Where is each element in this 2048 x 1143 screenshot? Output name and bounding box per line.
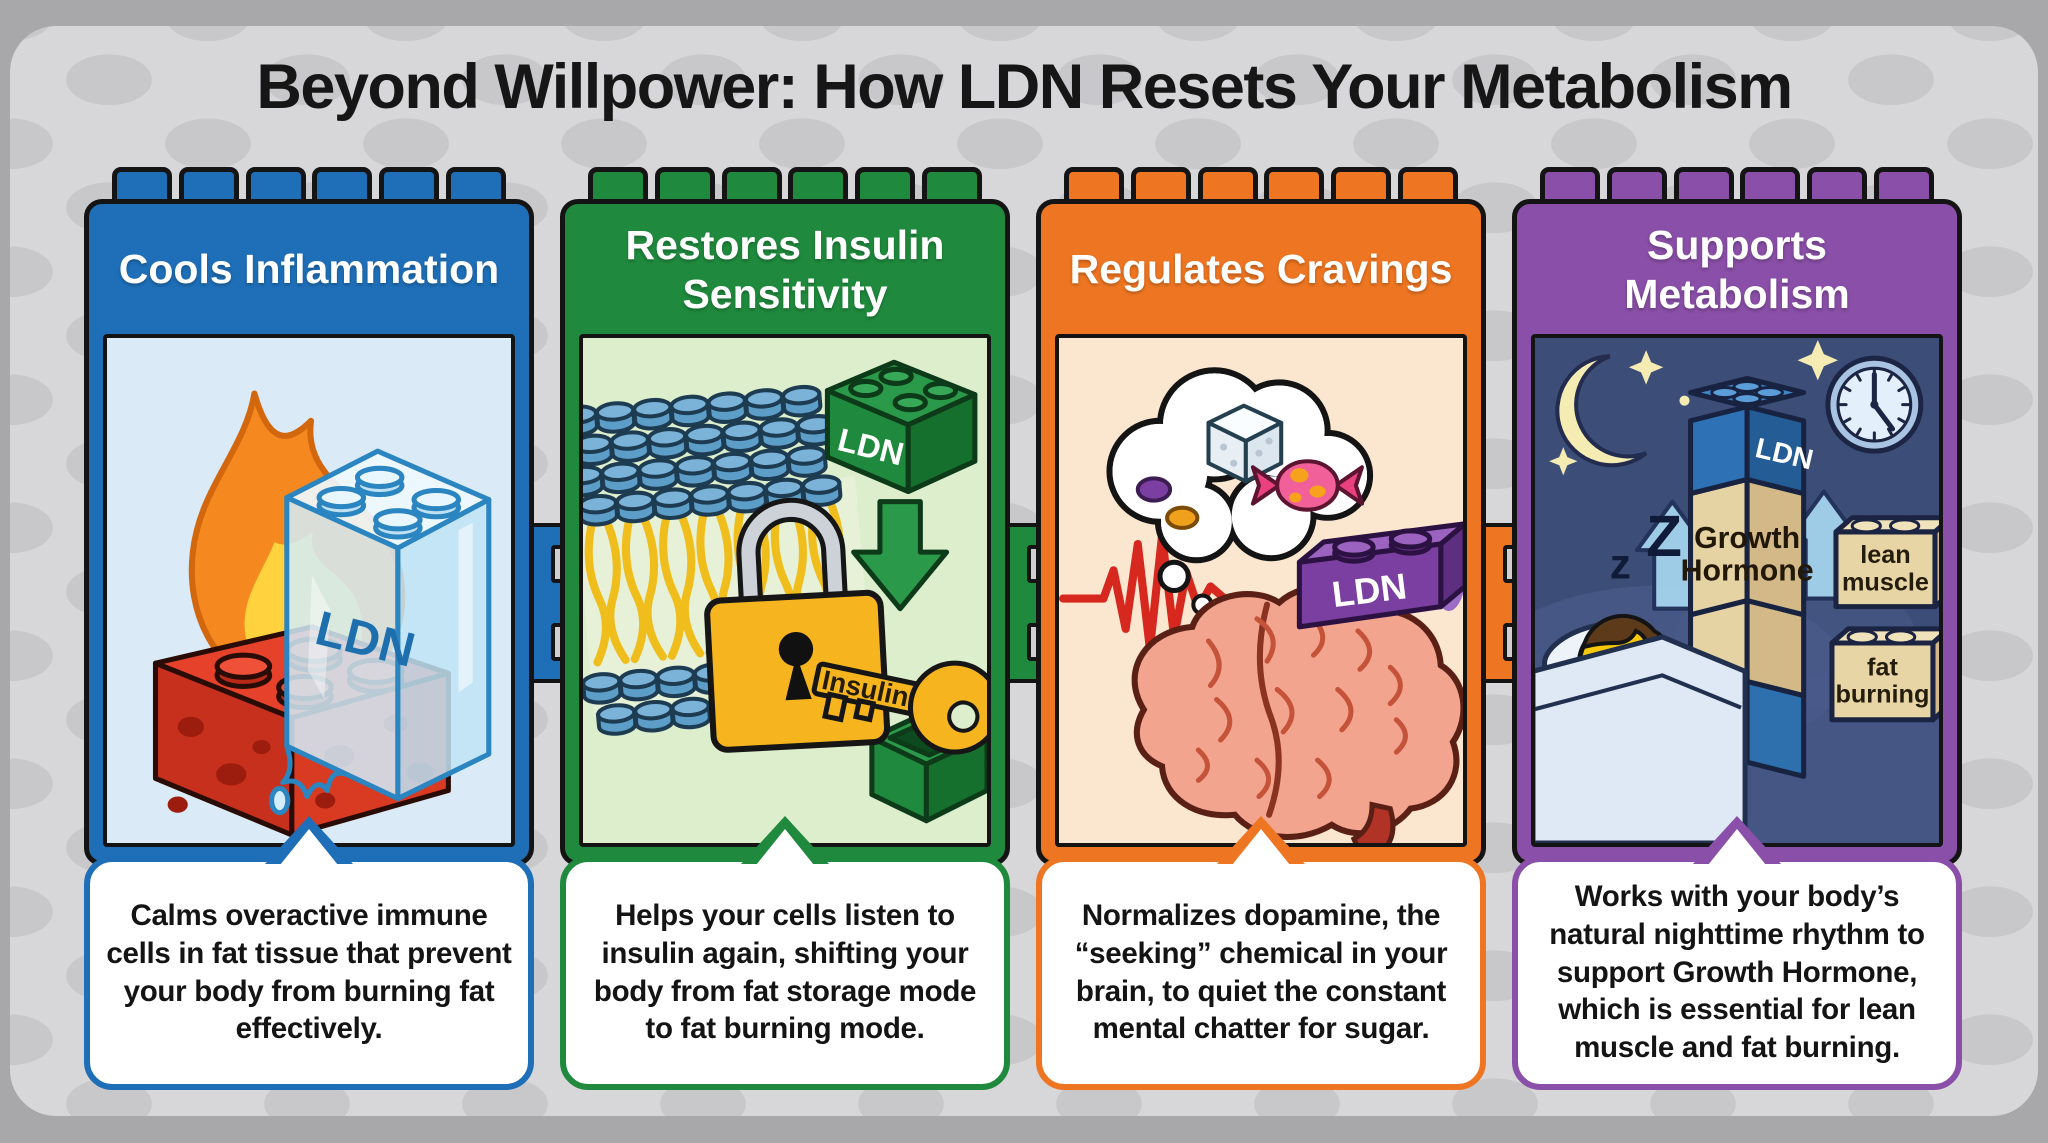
- panel-header: Cools Inflammation: [118, 246, 500, 293]
- description-text: Works with your body’s natural nighttime…: [1549, 880, 1925, 1065]
- candy-icon: [1250, 458, 1365, 512]
- brick-studs: [1512, 166, 1962, 208]
- infographic-card: Beyond Willpower: How LDN Resets Your Me…: [10, 26, 2038, 1116]
- illustration-cravings: LDN: [1055, 333, 1467, 847]
- panel-brick: Cools Inflammation: [84, 198, 534, 866]
- sleep-z-text: z Z: [1610, 504, 1682, 587]
- sugar-cube: [1206, 403, 1284, 483]
- clock-icon: [1825, 355, 1924, 454]
- panel-brick: Supports Metabolism: [1512, 198, 1962, 866]
- illustration-metabolism: LDN Growth Hormone lean: [1531, 333, 1943, 847]
- illustration-insulin: LDN: [579, 333, 991, 847]
- brick-studs: [560, 166, 1010, 208]
- panel-regulates-cravings: Regulates Cravings: [1036, 166, 1486, 1090]
- tower-label-line1: Growth: [1694, 522, 1800, 555]
- panel-header: Restores Insulin Sensitivity: [625, 222, 945, 317]
- sleep-z-small: z: [1610, 540, 1631, 587]
- description-box: Calms overactive immune cells in fat tis…: [84, 855, 534, 1090]
- tower-label-line2: Hormone: [1681, 554, 1814, 587]
- ldn-brick: LDN: [824, 359, 978, 494]
- description-box: Works with your body’s natural nighttime…: [1512, 855, 1962, 1090]
- description-text: Helps your cells listen to insulin again…: [593, 899, 977, 1046]
- pill-yellow: [1165, 505, 1200, 530]
- description-text: Normalizes dopamine, the “seeking” chemi…: [1074, 899, 1448, 1046]
- moon-icon: [1555, 353, 1648, 467]
- lean-muscle-label-line1: lean: [1860, 541, 1911, 569]
- night-sleep-illustration: LDN Growth Hormone lean: [1535, 339, 1939, 843]
- panel-brick: Restores Insulin Sensitivity: [560, 198, 1010, 866]
- ice-ldn-brick: LDN: [269, 448, 492, 815]
- page-title: Beyond Willpower: How LDN Resets Your Me…: [256, 52, 1793, 122]
- brain-ldn-illustration: LDN: [1059, 366, 1463, 843]
- panel-cools-inflammation: Cools Inflammation: [84, 166, 534, 1090]
- lean-muscle-brick: lean muscle: [1833, 514, 1939, 609]
- fat-burning-label-line2: burning: [1835, 680, 1929, 708]
- description-box: Normalizes dopamine, the “seeking” chemi…: [1036, 855, 1486, 1090]
- illustration-inflammation: LDN: [103, 333, 515, 847]
- panel-header: Supports Metabolism: [1624, 222, 1850, 317]
- panel-header: Regulates Cravings: [1069, 246, 1453, 293]
- sleep-z-big: Z: [1646, 504, 1682, 569]
- thought-bubble: [1106, 366, 1374, 616]
- panels-row: Cools Inflammation: [10, 123, 2038, 1090]
- description-text: Calms overactive immune cells in fat tis…: [106, 899, 512, 1046]
- brain: [1131, 583, 1463, 843]
- fat-burning-brick: fat burning: [1829, 625, 1939, 722]
- brick-studs: [1036, 166, 1486, 208]
- insulin-key: Insulin: [811, 660, 987, 755]
- panel-restores-insulin-sensitivity: Restores Insulin Sensitivity: [560, 166, 1010, 1090]
- membrane-lock-key-illustration: LDN: [583, 359, 987, 823]
- fire-ice-brick-illustration: LDN: [152, 390, 492, 837]
- panel-supports-metabolism: Supports Metabolism: [1512, 166, 1962, 1090]
- ldn-brick: LDN: [1296, 521, 1463, 629]
- description-box: Helps your cells listen to insulin again…: [560, 855, 1010, 1090]
- ldn-label: LDN: [1330, 565, 1409, 615]
- panel-brick: Regulates Cravings: [1036, 198, 1486, 866]
- brick-studs: [84, 166, 534, 208]
- sleeping-figure: [1535, 613, 1748, 843]
- fat-burning-label-line1: fat: [1867, 653, 1898, 681]
- lean-muscle-label-line2: muscle: [1842, 568, 1929, 596]
- arrow-down-icon: [851, 498, 950, 611]
- pill-purple: [1135, 475, 1173, 503]
